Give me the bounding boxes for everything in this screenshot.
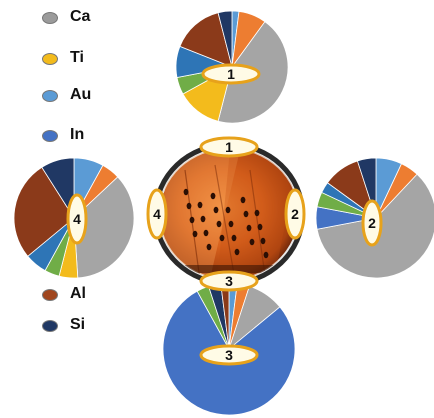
pie-number-label: 2 [368,215,376,231]
pie-number-badge [201,63,261,85]
electrode-dot [240,196,246,204]
legend-label: Al [70,285,86,302]
legend-label: Si [70,316,86,333]
electrode-dot [231,234,237,242]
gray-blob-icon [42,12,58,24]
pie-number-badge [66,193,88,245]
dark-navy-blob-icon [42,320,58,332]
wafer-number-label: 1 [225,139,233,155]
wafer-position-3: 3 [199,270,259,292]
legend-label: Au [70,86,92,103]
pie-chart-1: 1 [175,10,289,124]
electrode-dot [200,215,206,223]
electrode-dot [206,243,212,251]
pie-charts-layer: 1 2 3 4 [13,10,434,416]
pie-chart-3: 3 [162,282,296,416]
electrode-dot [254,209,260,217]
wafer-number-badge [146,188,168,240]
pie-slice [13,166,75,257]
pie-chart-4: 4 [13,157,135,279]
wafer-photo [153,142,305,286]
legend-label: In [70,126,85,143]
electrode-dot [203,229,209,237]
wafer-number-label: 3 [225,273,233,289]
electrode-dot [189,216,195,224]
wafer-number-label: 4 [153,206,161,222]
pie-number-badge [361,199,383,247]
wafer-number-badge [284,188,306,240]
legend-label: Ca [70,8,91,25]
blue-blob-icon [42,130,58,142]
electrode-dot [183,188,189,196]
wafer-position-1: 1 [199,136,259,158]
electrode-dot [186,202,192,210]
electrode-dot [219,234,225,242]
pie-number-label: 1 [227,66,235,82]
electrode-dot [249,238,255,246]
electrode-dot [216,220,222,228]
electrode-dot [197,201,203,209]
electrode-dot [260,237,266,245]
electrode-dots [183,188,269,259]
pie-slice [73,176,135,279]
wafer-position-2: 2 [284,188,306,240]
electrode-dot [246,224,252,232]
pie-slice [41,157,75,220]
electrode-dot [210,192,216,200]
wafer-surface [160,149,298,279]
pie-number-label: 3 [225,347,233,363]
electrode-dot [225,206,231,214]
yellow-blob-icon [42,53,58,65]
electrode-dot [257,223,263,231]
brown-blob-icon [42,289,58,301]
wafer-position-4: 4 [146,188,168,240]
wafer-number-badge [199,270,259,292]
pie-slice [179,12,233,68]
electrode-dot [263,251,269,259]
pie-chart-2: 2 [315,157,434,279]
electrode-dot [243,210,249,218]
legend-label: Ti [70,49,84,66]
electrode-dot [228,220,234,228]
pie-slice [217,10,233,68]
pie-number-label: 4 [73,211,81,227]
wafer-number-label: 2 [291,206,299,222]
electrode-dot [192,230,198,238]
electrode-dot [234,248,240,256]
numbered-labels-layer: 1 2 3 4 [146,136,306,292]
pie-number-badge [199,344,259,366]
electrode-dot [213,206,219,214]
light-blue-blob-icon [42,90,58,102]
wafer-number-badge [199,136,259,158]
